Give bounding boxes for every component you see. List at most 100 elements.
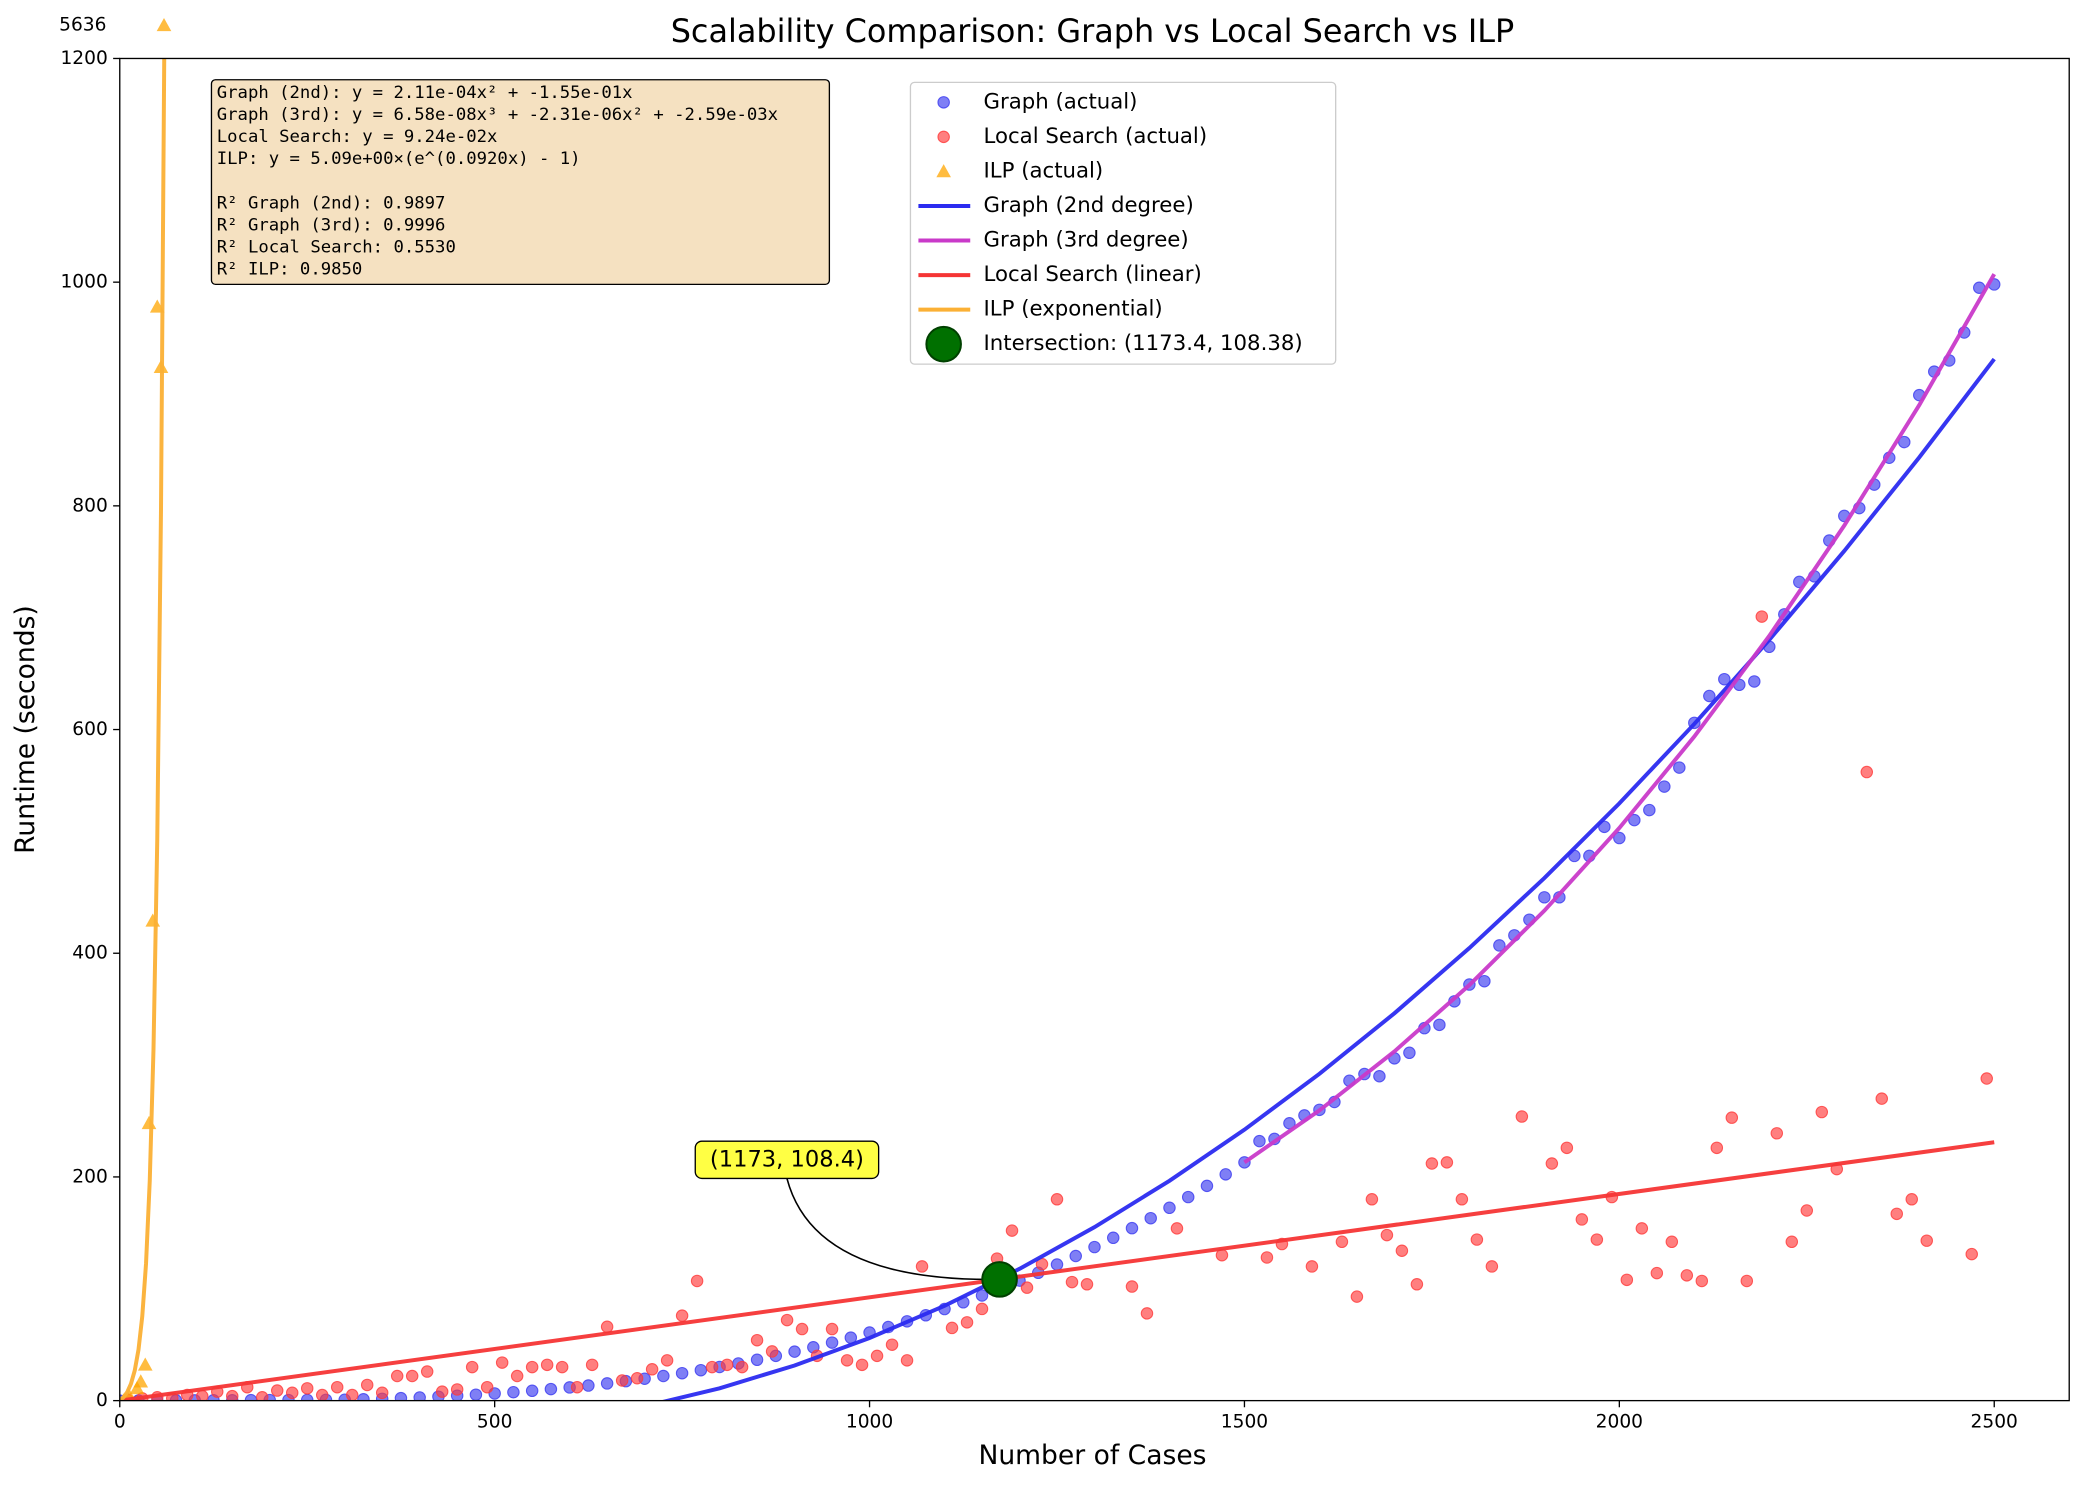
x-tick-label: 2000 [1596,1411,1643,1432]
point [750,1333,764,1347]
x-tick-label: 500 [477,1411,513,1432]
point [1875,1092,1889,1105]
point [1373,1070,1386,1083]
intersection-point [981,1261,1018,1298]
fit-equation: Graph (2nd): y = 2.11e-04x² + -1.55e-01x [217,83,633,103]
legend-label: ILP (exponential) [984,297,1163,322]
legend-label: Intersection: (1173.4, 108.38) [984,331,1303,356]
point [1253,1134,1266,1148]
fit-equation: ILP: y = 5.09e+00×(e^(0.0920x) - 1) [217,149,581,169]
annotation-text: (1173, 108.4) [710,1146,864,1172]
triangle-point [137,1357,153,1371]
point [1673,761,1686,774]
point [495,1356,509,1369]
triangle-point [936,164,951,178]
fit-info-box: Graph (2nd): y = 2.11e-04x² + -1.55e-01x… [210,79,831,286]
x-tick-label: 1500 [1221,1411,1268,1432]
point [225,1389,239,1401]
point [1770,1127,1784,1140]
r-squared: R² Graph (3rd): 0.9996 [217,215,446,235]
triangle-point [156,17,172,32]
y-tick-label: 200 [72,1166,108,1187]
point [585,1358,599,1372]
point [375,1386,389,1400]
point [825,1336,839,1349]
point [1643,803,1656,817]
point [1485,1260,1499,1273]
point [270,1384,284,1397]
point [840,1354,854,1367]
point [507,1385,520,1399]
point [1560,1141,1574,1155]
point [1410,1278,1424,1291]
point [1050,1258,1064,1271]
point [1905,1193,1919,1206]
point [1065,1275,1079,1289]
point [394,1391,408,1401]
point [570,1380,584,1394]
point [1710,1141,1724,1155]
triangle-point [133,1374,149,1388]
y-tick-label: 1000 [60,272,107,293]
point [600,1320,614,1334]
point [615,1374,629,1387]
point [1440,1156,1454,1169]
point [413,1391,426,1401]
point [694,1363,708,1377]
y-tick-label: 600 [72,719,108,740]
legend-label: Local Search (actual) [984,124,1208,149]
point [510,1369,524,1383]
point [540,1358,554,1372]
point [544,1382,558,1396]
point [555,1360,569,1374]
point [1365,1193,1379,1206]
point [1125,1280,1139,1293]
point [1395,1244,1409,1257]
point [1725,1111,1739,1124]
point [330,1380,344,1394]
point [1069,1249,1082,1263]
point [1665,1235,1679,1249]
point [1005,1224,1019,1237]
point [1380,1228,1394,1242]
point [1335,1235,1349,1249]
point [765,1345,779,1358]
legend-label: Graph (actual) [984,89,1138,114]
x-tick-label: 1000 [846,1411,893,1432]
point [1144,1211,1157,1225]
point [870,1349,884,1363]
point [645,1363,659,1376]
y-axis-label: Runtime (seconds) [10,605,41,854]
point [735,1360,749,1374]
point [1575,1213,1589,1226]
point [600,1377,614,1390]
point [1920,1234,1933,1247]
point [1219,1168,1232,1181]
point [1598,820,1611,834]
fit-equation: Graph (3rd): y = 6.58e-08x³ + -2.31e-06x… [217,105,778,125]
point [1470,1233,1484,1246]
point [945,1321,959,1335]
point [1305,1260,1319,1273]
point [795,1322,809,1336]
point [1125,1221,1139,1235]
point [1628,813,1641,827]
point [1403,1046,1416,1060]
point [450,1383,464,1396]
point [420,1365,434,1378]
point [1050,1193,1064,1206]
point [825,1322,839,1336]
point [675,1309,689,1322]
overlay: 5636 (1173, 108.4) [59,15,1018,1298]
point [1680,1269,1694,1282]
point [525,1360,539,1374]
point [469,1388,483,1401]
point [360,1378,374,1392]
point [435,1385,449,1398]
r-squared: R² Graph (2nd): 0.9897 [217,193,446,213]
y-tick-label: 1200 [60,48,107,69]
point [357,1393,370,1401]
point [1703,689,1716,703]
point [1493,939,1506,952]
point [1181,1190,1195,1204]
